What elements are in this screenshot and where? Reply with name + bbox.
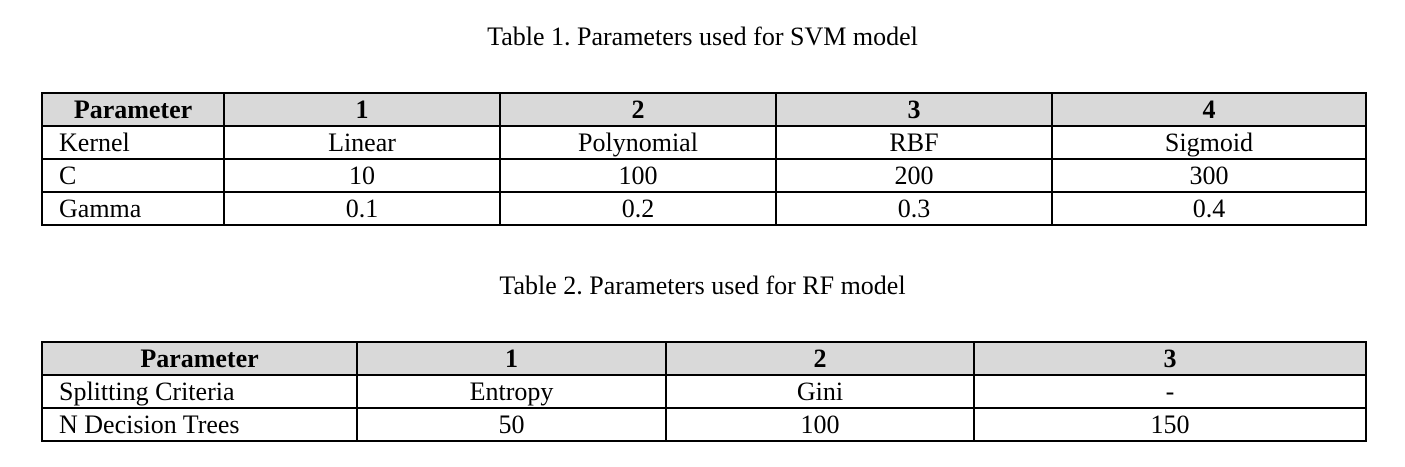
table-cell: Entropy — [356, 374, 667, 409]
table-cell: Polynomial — [499, 125, 777, 160]
table-cell: RBF — [775, 125, 1053, 160]
table-cell: 0.2 — [499, 191, 777, 226]
table-cell: 100 — [665, 407, 975, 442]
column-header: 3 — [775, 92, 1053, 127]
table-row: N Decision Trees 50 100 150 — [41, 407, 1367, 442]
table-row: Gamma 0.1 0.2 0.3 0.4 — [41, 191, 1367, 226]
column-header: 1 — [223, 92, 501, 127]
table-cell: Linear — [223, 125, 501, 160]
table-cell: Sigmoid — [1051, 125, 1367, 160]
table-header-row: Parameter 1 2 3 — [41, 341, 1367, 376]
table-cell: 200 — [775, 158, 1053, 193]
column-header: 2 — [499, 92, 777, 127]
table-cell: 50 — [356, 407, 667, 442]
table-row: Splitting Criteria Entropy Gini - — [41, 374, 1367, 409]
table-cell: 300 — [1051, 158, 1367, 193]
table-1-caption: Table 1. Parameters used for SVM model — [487, 22, 918, 51]
column-header: Parameter — [41, 341, 358, 376]
row-label: C — [41, 158, 225, 193]
column-header: 4 — [1051, 92, 1367, 127]
rf-parameters-table: Parameter 1 2 3 Splitting Criteria Entro… — [41, 341, 1367, 442]
row-label: N Decision Trees — [41, 407, 358, 442]
row-label: Gamma — [41, 191, 225, 226]
table-cell: Gini — [665, 374, 975, 409]
table-cell: 0.3 — [775, 191, 1053, 226]
table-cell: 10 — [223, 158, 501, 193]
table-cell: 0.1 — [223, 191, 501, 226]
table-cell: - — [973, 374, 1367, 409]
table-cell: 100 — [499, 158, 777, 193]
column-header: Parameter — [41, 92, 225, 127]
svm-parameters-table: Parameter 1 2 3 4 Kernel Linear Polynomi… — [41, 92, 1367, 226]
column-header: 2 — [665, 341, 975, 376]
row-label: Splitting Criteria — [41, 374, 358, 409]
column-header: 3 — [973, 341, 1367, 376]
table-row: C 10 100 200 300 — [41, 158, 1367, 193]
row-label: Kernel — [41, 125, 225, 160]
table-header-row: Parameter 1 2 3 4 — [41, 92, 1367, 127]
table-cell: 150 — [973, 407, 1367, 442]
table-2-caption: Table 2. Parameters used for RF model — [499, 271, 906, 300]
table-row: Kernel Linear Polynomial RBF Sigmoid — [41, 125, 1367, 160]
table-cell: 0.4 — [1051, 191, 1367, 226]
column-header: 1 — [356, 341, 667, 376]
